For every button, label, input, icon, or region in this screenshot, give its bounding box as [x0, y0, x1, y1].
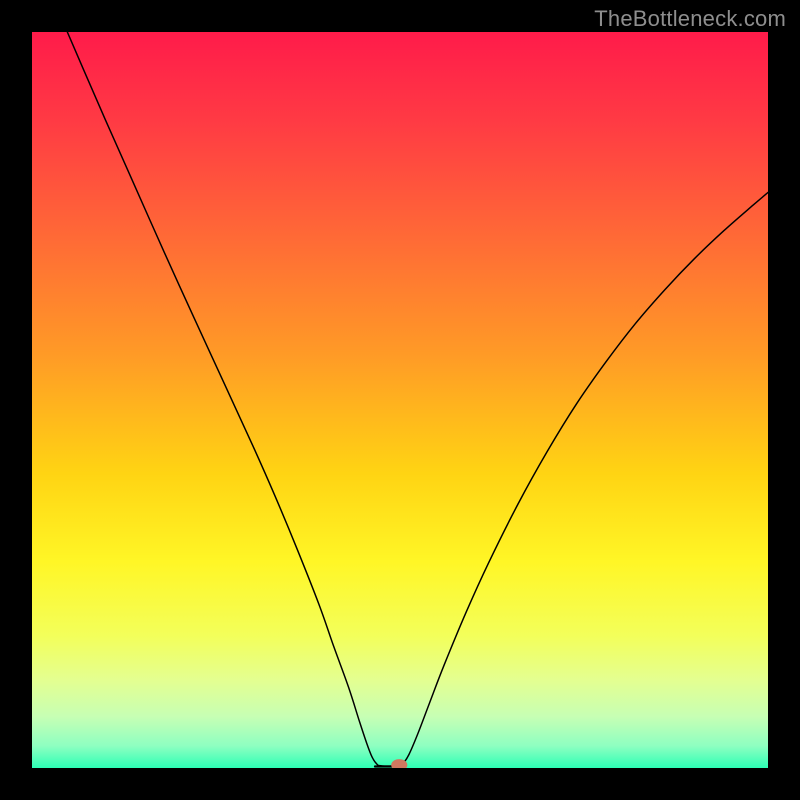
- chart-svg: [32, 32, 768, 768]
- watermark-text: TheBottleneck.com: [594, 6, 786, 32]
- bottleneck-curve: [67, 32, 768, 766]
- chart-frame: TheBottleneck.com: [0, 0, 800, 800]
- plot-area: [32, 32, 768, 768]
